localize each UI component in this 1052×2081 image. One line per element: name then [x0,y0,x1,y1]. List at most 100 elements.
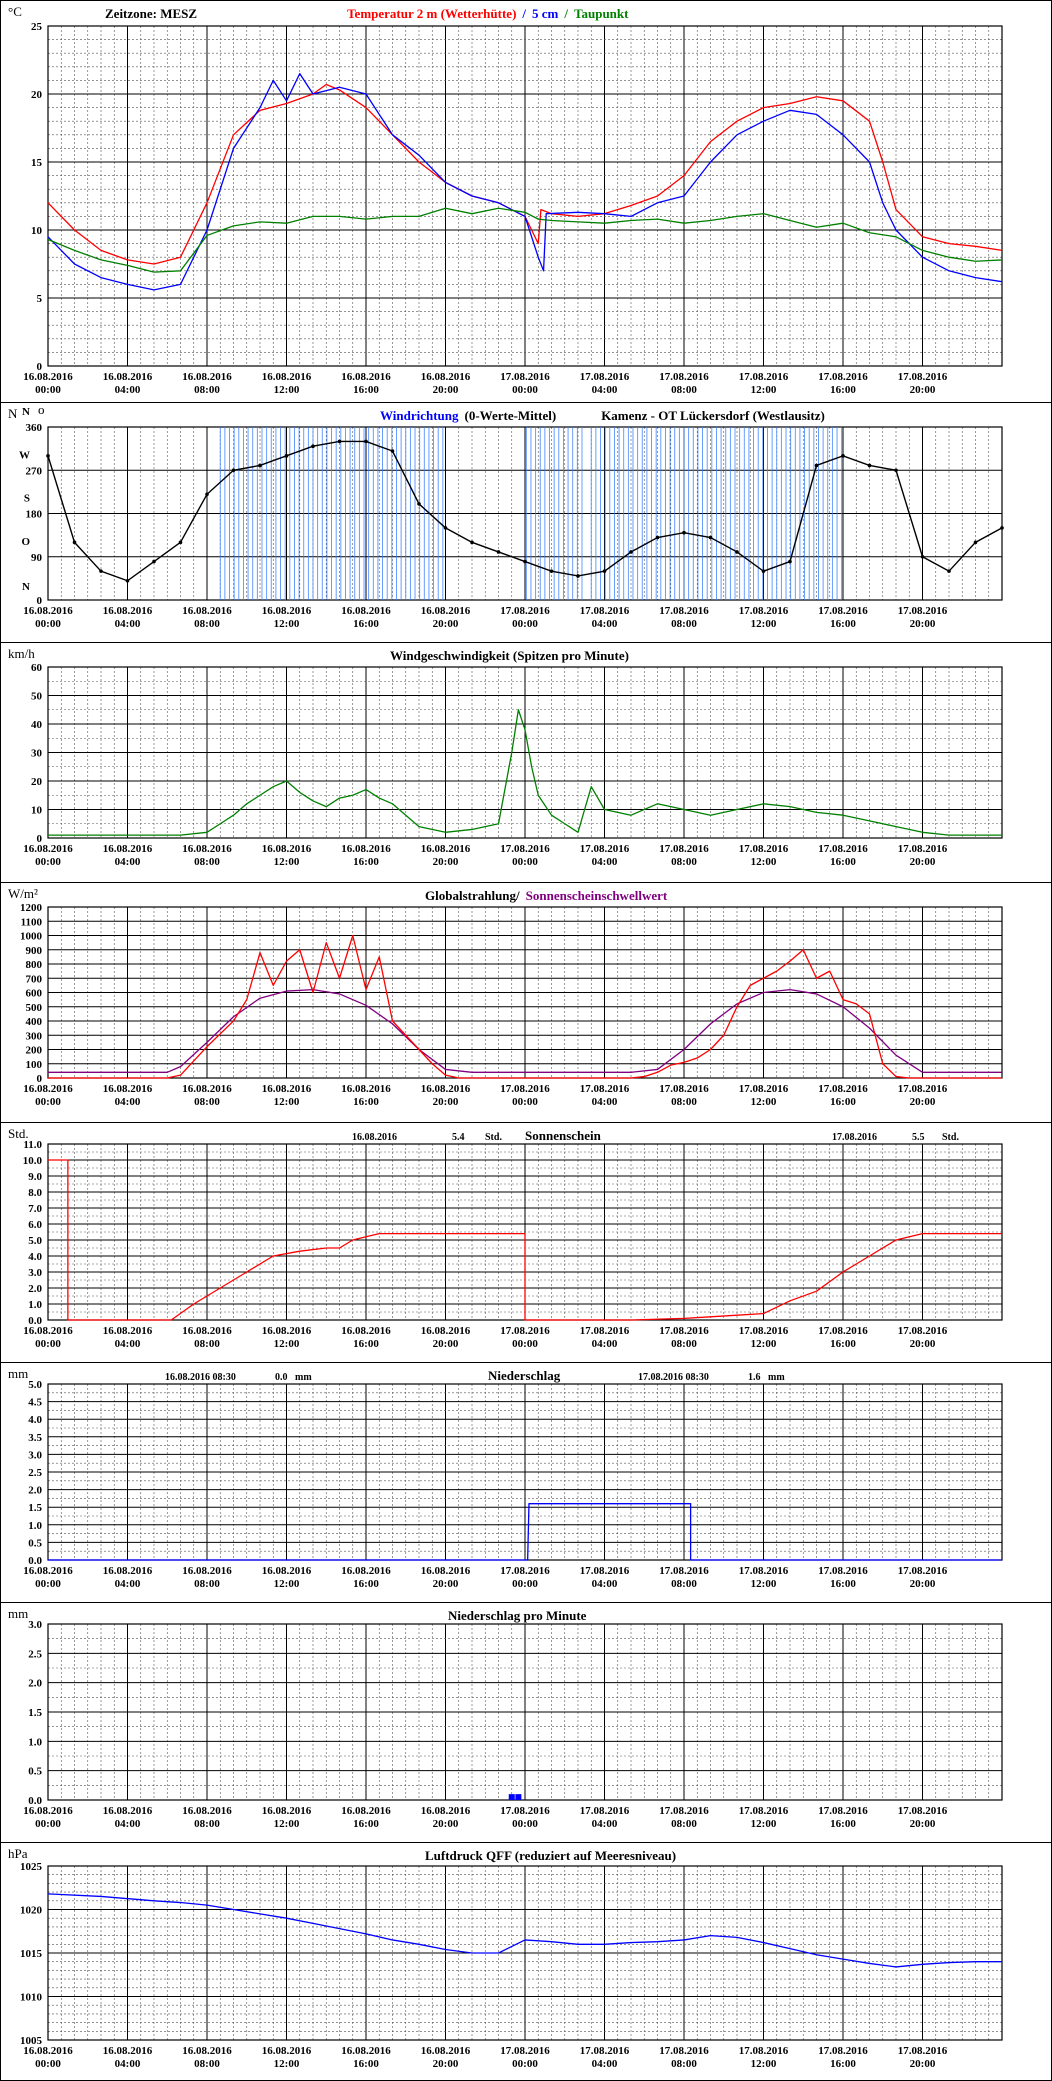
x-tick-date: 17.08.2016 [500,1805,550,1817]
y-tick-label: 0.0 [28,1555,42,1567]
panel-temperature: 0510152025°C16.08.201600:0016.08.201604:… [8,4,1003,396]
x-tick-date: 17.08.2016 [580,1565,630,1577]
x-tick-date: 16.08.2016 [182,1805,232,1817]
x-tick-time: 08:00 [194,1338,220,1350]
x-tick-date: 17.08.2016 [500,1565,550,1577]
x-tick-date: 16.08.2016 [341,1565,391,1577]
panel-sunshine: 0.01.02.03.04.05.06.07.08.09.010.011.0St… [0,1122,1052,1350]
x-tick-date: 17.08.2016 [739,1565,789,1577]
chart-title: Zeitzone: MESZ Temperatur 2 m (Wetterhütt… [105,6,629,21]
x-tick-date: 16.08.2016 [421,1805,471,1817]
x-tick-date: 17.08.2016 [898,1565,948,1577]
y-tick-compass: O [21,536,30,548]
x-tick-time: 20:00 [910,384,936,396]
x-tick-date: 17.08.2016 [818,2045,868,2057]
x-tick-time: 12:00 [274,1338,300,1350]
info-unit: Std. [942,1132,959,1143]
x-tick-date: 17.08.2016 [898,371,948,383]
y-tick-compass: N [22,581,30,593]
x-tick-time: 16:00 [353,1818,379,1830]
x-tick-time: 08:00 [194,1096,220,1108]
unit-label: °C [8,4,22,19]
x-tick-date: 17.08.2016 [898,1083,948,1095]
x-tick-date: 16.08.2016 [421,1565,471,1577]
y-tick-label: 1100 [21,916,43,928]
x-tick-time: 16:00 [353,1096,379,1108]
x-tick-date: 17.08.2016 [580,1083,630,1095]
x-tick-date: 16.08.2016 [421,843,471,855]
x-tick-time: 12:00 [751,384,777,396]
x-tick-date: 17.08.2016 [659,605,709,617]
x-tick-time: 20:00 [910,1338,936,1350]
y-tick-label: 0 [37,361,43,373]
x-tick-date: 17.08.2016 [500,1325,550,1337]
y-tick-label: 0.5 [28,1766,42,1778]
title-part: Niederschlag [488,1368,561,1383]
x-tick-date: 16.08.2016 [262,1083,312,1095]
x-tick-date: 16.08.2016 [341,1083,391,1095]
y-tick-label: 1.0 [28,1736,42,1748]
plot-frame [47,1865,1003,2041]
y-tick-label: 1200 [20,902,43,914]
panel-global_radiation: 0 100 200 300 400 500 600 700 800 900 1000 1100 1200… [0,882,1052,1108]
y-tick-compass: N [22,406,30,418]
direction-trace [47,440,1003,582]
x-tick-date: 17.08.2016 [659,2045,709,2057]
y-tick-label: 0 [37,833,43,845]
y-tick-label: 1015 [20,1948,43,1960]
y-tick-label: 900 [26,945,43,957]
x-tick-time: 20:00 [910,1818,936,1830]
x-tick-date: 16.08.2016 [23,843,73,855]
chart-title: Windgeschwindigkeit (Spitzen pro Minute) [390,648,629,663]
x-tick-date: 16.08.2016 [421,371,471,383]
info-value: 1.6 [748,1372,761,1383]
x-tick-date: 16.08.2016 [182,2045,232,2057]
y-tick-label: 0 [37,1073,43,1085]
x-tick-date: 16.08.2016 [23,1325,73,1337]
title-part: Temperatur 2 m (Wetterhütte) [347,6,516,21]
x-tick-time: 20:00 [433,618,459,630]
x-tick-date: 17.08.2016 [659,371,709,383]
x-tick-time: 08:00 [194,384,220,396]
x-tick-date: 16.08.2016 [262,2045,312,2057]
x-tick-time: 04:00 [115,1096,141,1108]
x-tick-time: 08:00 [194,1818,220,1830]
x-tick-time: 12:00 [751,1578,777,1590]
y-tick-label: 600 [26,988,43,1000]
x-tick-time: 08:00 [671,384,697,396]
y-tick-label: 1025 [20,1861,43,1873]
y-tick-label: 2.0 [28,1678,42,1690]
x-tick-time: 20:00 [910,856,936,868]
y-tick-label: 1005 [20,2035,43,2047]
x-tick-time: 04:00 [592,618,618,630]
y-tick-label: 2.0 [28,1283,42,1295]
x-tick-date: 17.08.2016 [898,2045,948,2057]
x-tick-date: 17.08.2016 [739,1083,789,1095]
x-tick-date: 16.08.2016 [23,1565,73,1577]
y-tick-label: 100 [26,1059,43,1071]
x-tick-date: 17.08.2016 [898,843,948,855]
grid [47,1383,1003,1561]
x-tick-time: 00:00 [512,384,538,396]
series-line-1 [48,934,1002,1079]
info-unit: mm [768,1372,785,1383]
x-tick-time: 20:00 [910,1096,936,1108]
x-tick-time: 12:00 [751,1818,777,1830]
chart-title: Luftdruck QFF (reduziert auf Meeresnivea… [425,1848,676,1863]
x-tick-date: 17.08.2016 [818,1565,868,1577]
x-tick-time: 16:00 [830,1338,856,1350]
x-tick-date: 17.08.2016 [818,1083,868,1095]
title-part: Niederschlag pro Minute [448,1608,587,1623]
y-tick-label: 9.0 [28,1171,42,1183]
x-tick-time: 20:00 [433,856,459,868]
info-date: 17.08.2016 08:30 [638,1372,709,1383]
info-date: 16.08.2016 08:30 [165,1372,236,1383]
x-tick-date: 16.08.2016 [341,371,391,383]
x-tick-time: 12:00 [274,1578,300,1590]
x-tick-time: 04:00 [115,1578,141,1590]
x-tick-time: 16:00 [830,1096,856,1108]
x-tick-date: 17.08.2016 [580,1805,630,1817]
x-tick-date: 16.08.2016 [103,371,153,383]
